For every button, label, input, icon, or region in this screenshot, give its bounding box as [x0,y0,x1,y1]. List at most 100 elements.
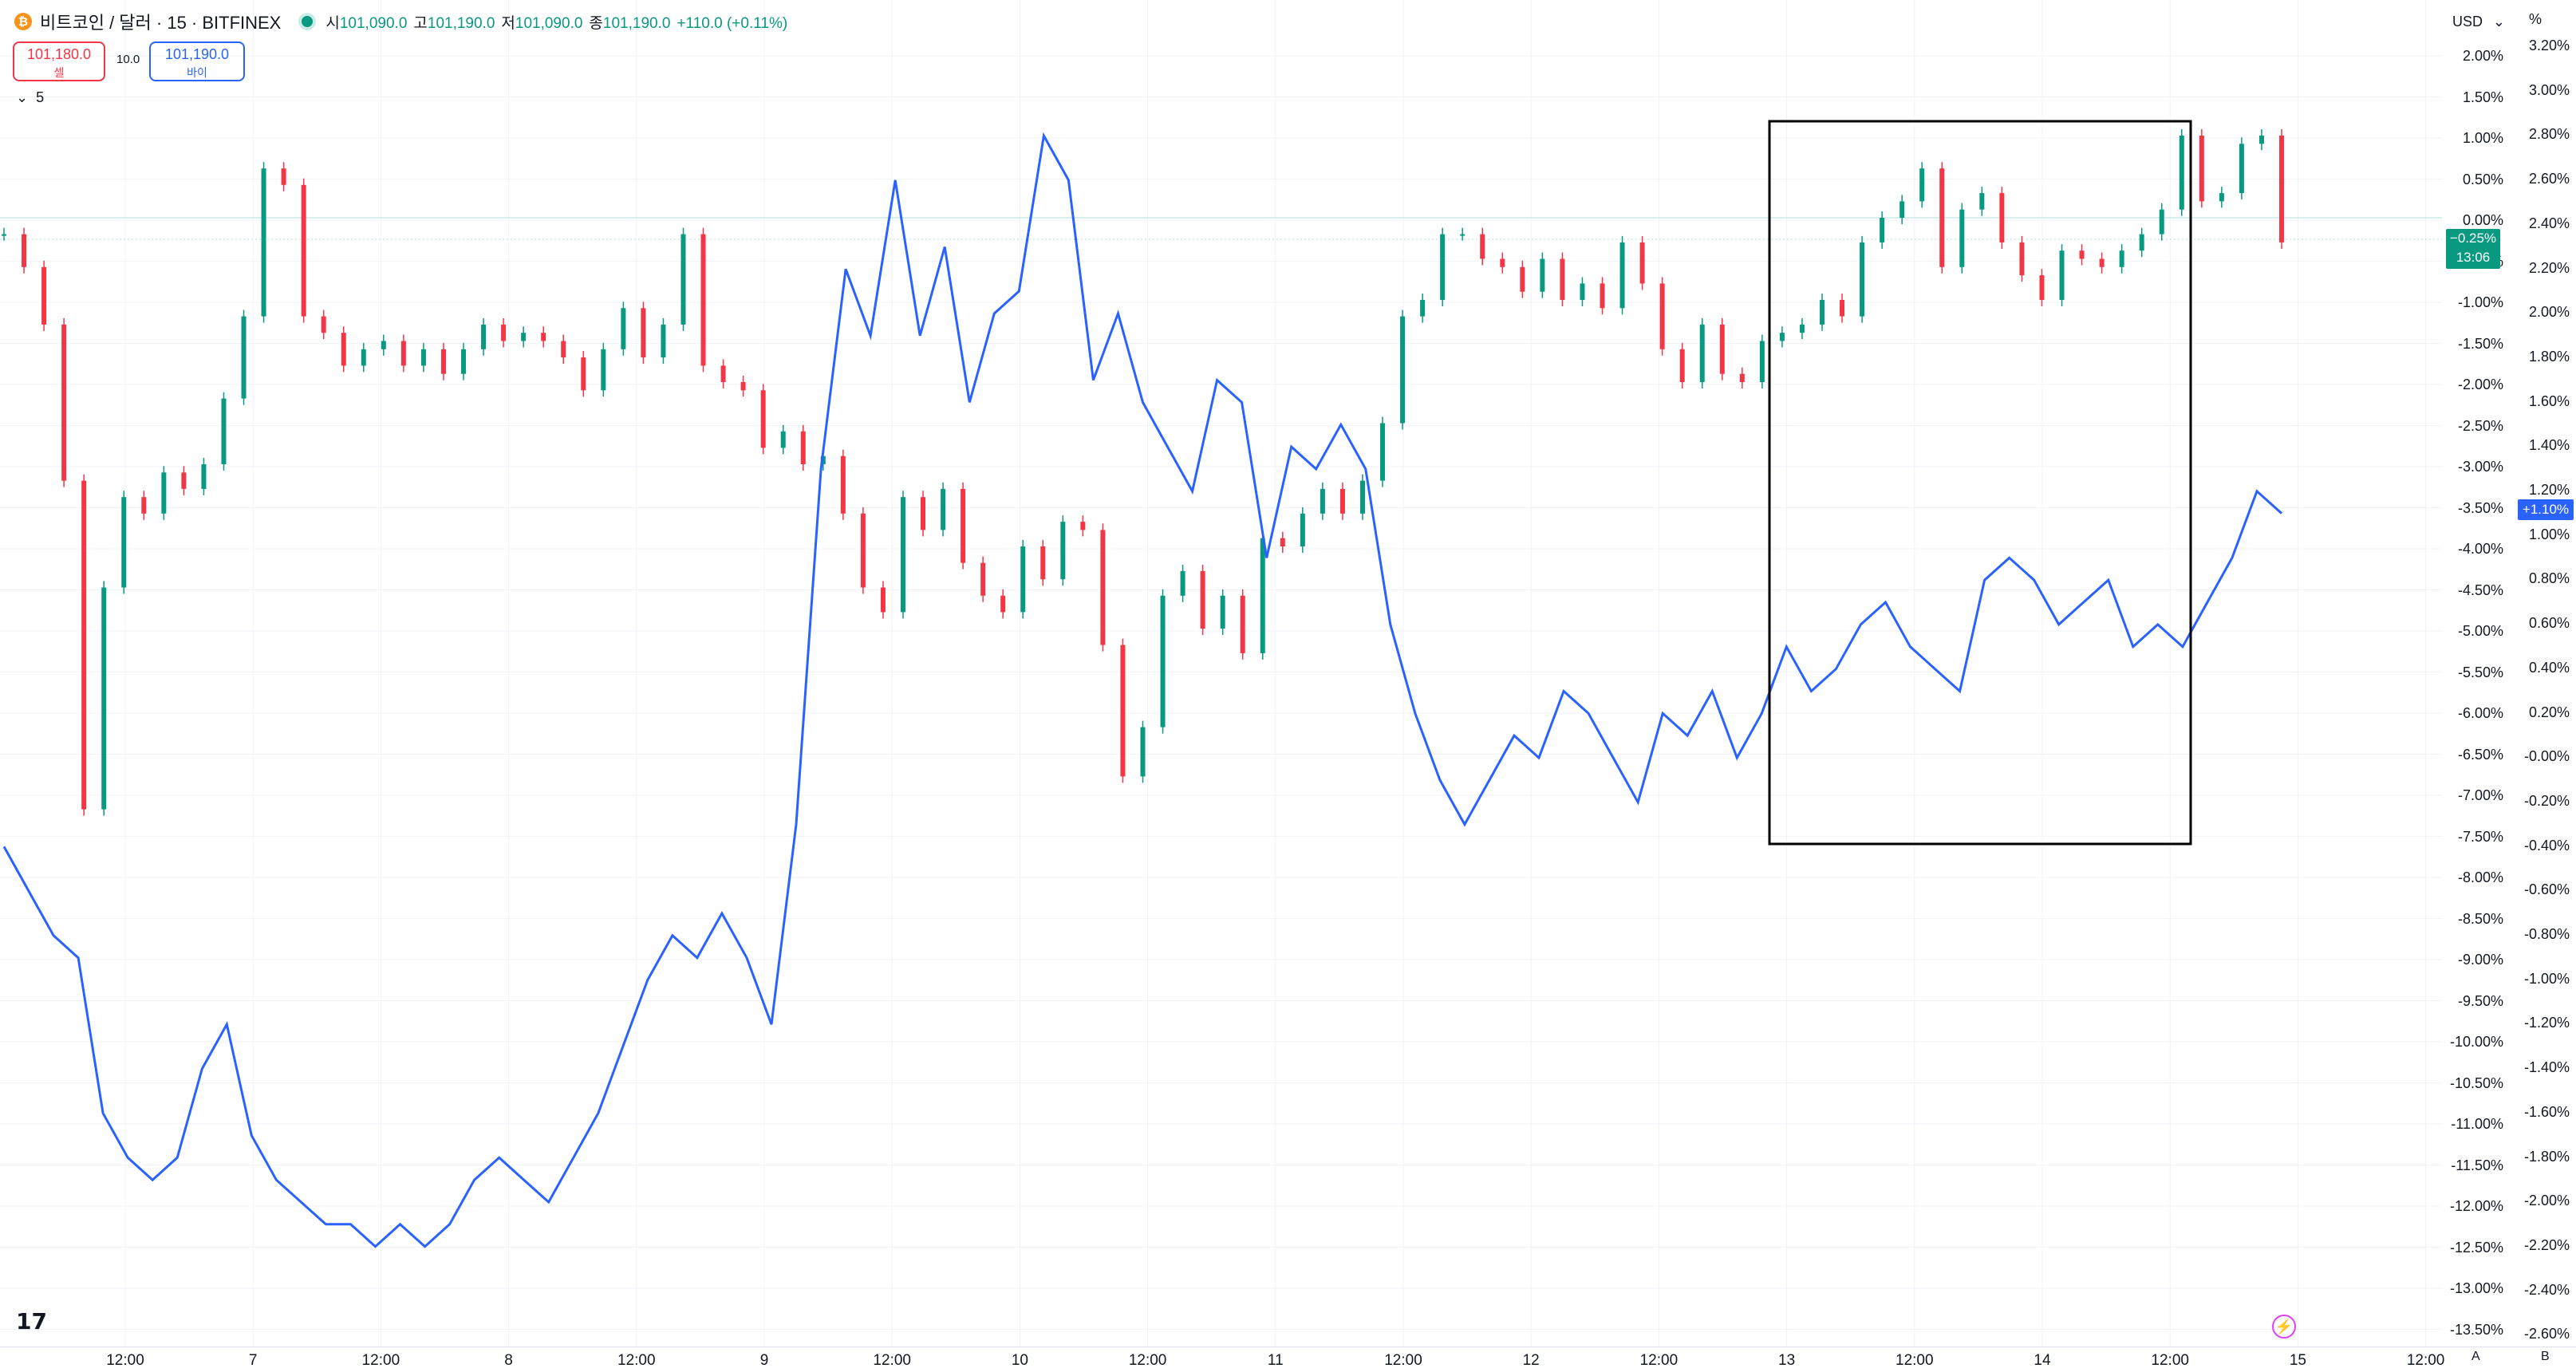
time-axis-tick: 13 [1778,1352,1796,1369]
tradingview-logo-icon[interactable]: 17 [16,1308,47,1335]
indicator-collapse-toggle[interactable]: ⌄ 5 [16,89,44,106]
candle-body [2159,209,2164,235]
candle-body [381,341,386,349]
price-axis-left[interactable]: 2.00%1.50%1.00%0.50%0.00%-0.50%-1.00%-1.… [2446,0,2510,1346]
candle-body [941,488,946,530]
right-axis-tick: 2.20% [2528,259,2570,276]
right-axis-tick: 2.80% [2528,126,2570,143]
candle-body [740,382,746,391]
candle-body [1580,283,1585,300]
buy-button[interactable]: 101,190.0 바이 [149,41,245,81]
left-axis-tick: -9.00% [2457,952,2503,968]
chevron-down-icon: ⌄ [2492,13,2505,30]
log-scale-button[interactable]: B [2541,1350,2550,1363]
ohlc-high-value: 101,190.0 [427,14,495,32]
candle-body [1999,193,2005,242]
right-axis-tick: 3.20% [2528,37,2570,53]
time-axis-tick: 11 [1267,1352,1284,1369]
time-axis-tick: 14 [2034,1352,2051,1369]
candle-body [181,472,187,489]
candle-body [1959,209,1965,267]
indicator-count: 5 [36,89,45,105]
candle-body [1699,324,1705,382]
candle-body [780,431,786,448]
candle-body [501,324,507,341]
candle-body [1739,373,1745,382]
left-axis-tick: -7.50% [2457,828,2503,845]
ohlc-close-value: 101,190.0 [602,14,671,32]
time-axis-tick: 12:00 [2151,1352,2189,1369]
right-axis-tick: 1.80% [2528,348,2570,365]
candle-body [720,365,726,382]
left-axis-tick: 1.50% [2462,89,2503,105]
candle-body [1979,193,1985,210]
candle-body [461,349,467,374]
candle-body [141,497,147,514]
candle-body [641,308,646,358]
left-axis-tick: -8.00% [2457,869,2503,885]
candle-body [921,497,926,530]
candle-body [2119,250,2124,267]
lightning-icon[interactable]: ⚡ [2272,1315,2296,1338]
candle-body [1140,727,1146,777]
right-axis-tick: -2.20% [2523,1236,2570,1253]
right-axis-tick: -2.40% [2523,1281,2570,1298]
chart-plot-area[interactable] [0,0,2442,1346]
right-axis-tick: -1.80% [2523,1148,2570,1165]
left-axis-tick: -13.00% [2449,1280,2503,1296]
left-axis-tick: -2.00% [2457,377,2503,392]
right-axis-tick: 0.40% [2528,659,2570,676]
buy-label: 바이 [187,66,207,79]
candle-body [581,357,586,391]
compare-price-tag: +1.10% [2518,499,2574,520]
candle-body [1200,570,1205,629]
time-axis-tick: 12:00 [361,1352,400,1369]
left-axis-tick: -8.50% [2457,910,2503,927]
candle-body [101,587,107,810]
candle-body [221,398,227,464]
candle-body [1380,423,1386,481]
candle-body [1260,538,1265,653]
time-axis-tick: 12 [1522,1352,1540,1369]
time-axis-tick: 12:00 [106,1352,144,1369]
candle-body [1899,201,1905,218]
right-axis-tick: 1.40% [2528,437,2570,454]
right-axis-tick: -0.00% [2523,748,2570,765]
time-axis-tick: 12:00 [1896,1352,1934,1369]
candle-body [1679,349,1685,382]
ohlc-low-label: 저 [501,14,515,32]
time-axis-tick: 12:00 [1128,1352,1167,1369]
candle-body [1919,168,1925,202]
candle-body [541,333,546,341]
time-axis[interactable]: 12:00 7 12:00 8 12:00 9 12:00 10 12:00 11 12:00 12 1… [0,1346,2576,1372]
left-axis-tick: -7.00% [2457,787,2503,803]
ohlc-open-value: 101,090.0 [339,14,408,32]
candle-body [980,562,986,596]
price-axis-right[interactable]: 3.20% 3.00% 2.80% 2.60% 2.40% 2.20% 2.00% 1.80%… [2515,0,2576,1346]
candle-body [1619,242,1625,309]
candle-body [1759,341,1765,382]
candle-body [1779,333,1785,341]
candle-body [1840,300,1845,317]
candle-body [1500,258,1505,267]
auto-scale-button[interactable]: A [2471,1350,2480,1363]
left-axis-tick: -5.50% [2457,664,2503,680]
right-axis-tick: 2.00% [2528,304,2570,321]
symbol-header[interactable]: ₿ 비트코인 / 달러 · 15 · BITFINEX 시101,090.0 고1… [14,10,794,34]
time-axis-tick: 8 [504,1352,513,1369]
right-axis-tick: -0.20% [2523,792,2570,809]
symbol-title[interactable]: 비트코인 / 달러 · 15 · BITFINEX [40,13,282,33]
sell-button[interactable]: 101,180.0 셀 [13,41,105,81]
candle-body [1339,488,1345,514]
candle-body [2258,136,2264,144]
candle-body [860,513,866,588]
right-axis-tick: -2.60% [2523,1326,2570,1342]
time-axis-tick: 10 [1011,1352,1028,1369]
left-axis-tick: -3.00% [2457,459,2503,475]
candle-body [81,480,87,810]
candle-body [1100,530,1106,645]
currency-selector[interactable]: USD ⌄ [2448,10,2510,34]
candle-body [1939,168,1945,267]
left-axis-tick: -10.50% [2449,1074,2503,1091]
candle-body [321,316,326,333]
